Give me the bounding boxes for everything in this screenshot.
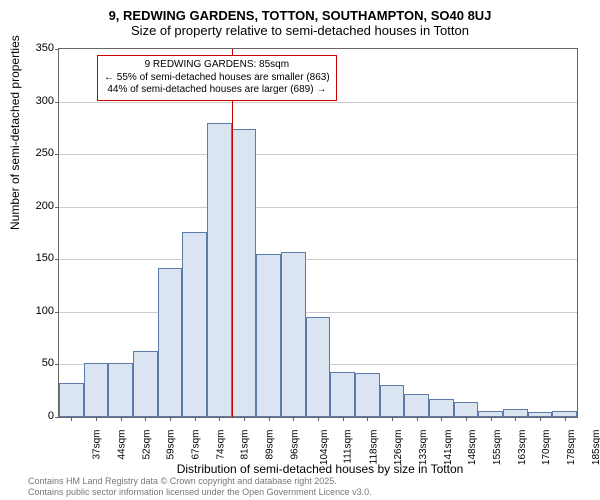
chart-container: 9, REDWING GARDENS, TOTTON, SOUTHAMPTON,… <box>0 0 600 500</box>
x-tick-mark <box>367 417 368 421</box>
x-tick-label: 81sqm <box>240 430 251 460</box>
histogram-bar <box>232 129 257 417</box>
x-tick-mark <box>565 417 566 421</box>
histogram-bar <box>454 402 479 417</box>
annotation-line-1: 9 REDWING GARDENS: 85sqm <box>104 59 330 72</box>
x-tick-mark <box>466 417 467 421</box>
x-tick-mark <box>219 417 220 421</box>
histogram-bar <box>330 372 355 417</box>
histogram-bar <box>380 385 405 417</box>
x-tick-label: 178sqm <box>566 430 577 466</box>
x-tick-mark <box>96 417 97 421</box>
x-tick-label: 170sqm <box>541 430 552 466</box>
histogram-bar <box>158 268 183 417</box>
histogram-bar <box>355 373 380 417</box>
x-tick-mark <box>145 417 146 421</box>
x-tick-mark <box>195 417 196 421</box>
chart-title-sub: Size of property relative to semi-detach… <box>0 23 600 38</box>
x-tick-label: 59sqm <box>166 430 177 460</box>
x-tick-label: 37sqm <box>92 430 103 460</box>
annotation-line-2: ← 55% of semi-detached houses are smalle… <box>104 72 330 85</box>
y-tick-mark <box>55 259 59 260</box>
histogram-bar <box>182 232 207 417</box>
y-tick-mark <box>55 417 59 418</box>
y-tick-mark <box>55 49 59 50</box>
histogram-bar <box>306 317 331 417</box>
reference-line <box>232 49 233 417</box>
x-tick-label: 148sqm <box>467 430 478 466</box>
y-tick-mark <box>55 364 59 365</box>
x-tick-label: 118sqm <box>368 430 379 465</box>
y-tick-label: 0 <box>48 410 54 422</box>
y-axis-label: Number of semi-detached properties <box>8 35 22 230</box>
y-tick-label: 150 <box>36 252 54 264</box>
x-tick-label: 67sqm <box>191 430 202 460</box>
y-tick-mark <box>55 207 59 208</box>
x-tick-label: 185sqm <box>591 430 600 466</box>
x-tick-label: 111sqm <box>343 430 354 464</box>
histogram-bar <box>429 399 454 417</box>
grid-line <box>59 154 577 155</box>
x-tick-mark <box>293 417 294 421</box>
x-tick-mark <box>71 417 72 421</box>
x-axis-label: Distribution of semi-detached houses by … <box>0 462 600 476</box>
y-tick-label: 350 <box>36 42 54 54</box>
x-tick-label: 89sqm <box>265 430 276 460</box>
attribution-line-1: Contains HM Land Registry data © Crown c… <box>28 476 372 486</box>
histogram-bar <box>207 123 232 417</box>
x-tick-label: 163sqm <box>517 430 528 466</box>
attribution: Contains HM Land Registry data © Crown c… <box>28 476 372 497</box>
x-tick-mark <box>540 417 541 421</box>
x-tick-mark <box>417 417 418 421</box>
x-tick-mark <box>491 417 492 421</box>
grid-line <box>59 259 577 260</box>
histogram-bar <box>503 409 528 417</box>
histogram-bar <box>133 351 158 417</box>
y-tick-label: 50 <box>42 357 54 369</box>
grid-line <box>59 312 577 313</box>
annotation-line-3: 44% of semi-detached houses are larger (… <box>104 84 330 97</box>
x-tick-label: 133sqm <box>418 430 429 466</box>
histogram-bar <box>108 363 133 417</box>
x-tick-mark <box>121 417 122 421</box>
y-tick-label: 200 <box>36 200 54 212</box>
x-tick-mark <box>392 417 393 421</box>
x-tick-label: 104sqm <box>319 430 330 466</box>
x-tick-mark <box>515 417 516 421</box>
x-tick-mark <box>343 417 344 421</box>
x-tick-label: 126sqm <box>393 430 404 466</box>
x-tick-mark <box>318 417 319 421</box>
histogram-bar <box>59 383 84 417</box>
chart-title-main: 9, REDWING GARDENS, TOTTON, SOUTHAMPTON,… <box>0 0 600 23</box>
x-tick-mark <box>244 417 245 421</box>
x-tick-label: 141sqm <box>443 430 454 466</box>
x-tick-label: 74sqm <box>215 430 226 460</box>
x-tick-label: 52sqm <box>141 430 152 460</box>
histogram-bar <box>281 252 306 417</box>
attribution-line-2: Contains public sector information licen… <box>28 487 372 497</box>
grid-line <box>59 207 577 208</box>
histogram-bar <box>84 363 109 417</box>
x-tick-label: 44sqm <box>117 430 128 460</box>
histogram-bar <box>404 394 429 417</box>
plot-area: 9 REDWING GARDENS: 85sqm ← 55% of semi-d… <box>58 48 578 418</box>
y-tick-label: 300 <box>36 95 54 107</box>
histogram-bar <box>256 254 281 417</box>
x-tick-label: 96sqm <box>289 430 300 460</box>
y-tick-mark <box>55 312 59 313</box>
x-tick-mark <box>170 417 171 421</box>
y-tick-mark <box>55 154 59 155</box>
y-tick-mark <box>55 102 59 103</box>
y-tick-label: 250 <box>36 147 54 159</box>
x-tick-mark <box>441 417 442 421</box>
x-tick-label: 155sqm <box>492 430 503 466</box>
annotation-box: 9 REDWING GARDENS: 85sqm ← 55% of semi-d… <box>97 55 337 101</box>
x-tick-mark <box>269 417 270 421</box>
y-tick-label: 100 <box>36 305 54 317</box>
grid-line <box>59 102 577 103</box>
